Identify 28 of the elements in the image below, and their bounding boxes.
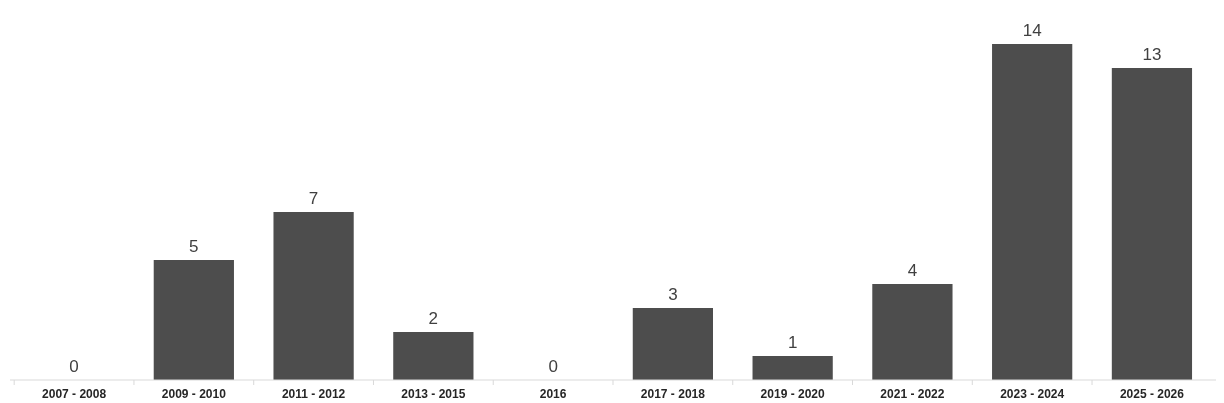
x-tick-label: 2017 - 2018 [640, 387, 706, 401]
data-label: 3 [668, 285, 678, 304]
data-label: 0 [548, 357, 558, 376]
x-tick-label: 2011 - 2012 [281, 387, 346, 401]
bar [752, 356, 833, 380]
data-label: 1 [787, 333, 798, 352]
data-label: 0 [69, 357, 79, 376]
x-tick-label: 2009 - 2010 [161, 387, 227, 401]
x-tick-label: 2016 [539, 387, 567, 401]
x-tick-label: 2019 - 2020 [760, 387, 825, 401]
data-label: 7 [308, 189, 319, 208]
x-tick-label: 2013 - 2015 [401, 387, 466, 401]
bar [1111, 68, 1193, 380]
data-label: 14 [1022, 21, 1042, 40]
x-tick-label: 2021 - 2022 [880, 387, 945, 401]
bar [632, 308, 713, 380]
bar [273, 212, 354, 380]
data-label: 5 [189, 237, 199, 256]
bar [992, 44, 1073, 380]
x-tick-label: 2023 - 2024 [1000, 387, 1065, 401]
bar [872, 284, 953, 380]
data-label: 2 [428, 309, 439, 328]
data-label: 13 [1142, 45, 1162, 64]
bar [393, 332, 474, 380]
data-label: 4 [907, 261, 918, 280]
x-tick-label: 2025 - 2026 [1119, 387, 1185, 401]
x-tick-label: 2007 - 2008 [42, 387, 107, 401]
bar [153, 260, 234, 380]
